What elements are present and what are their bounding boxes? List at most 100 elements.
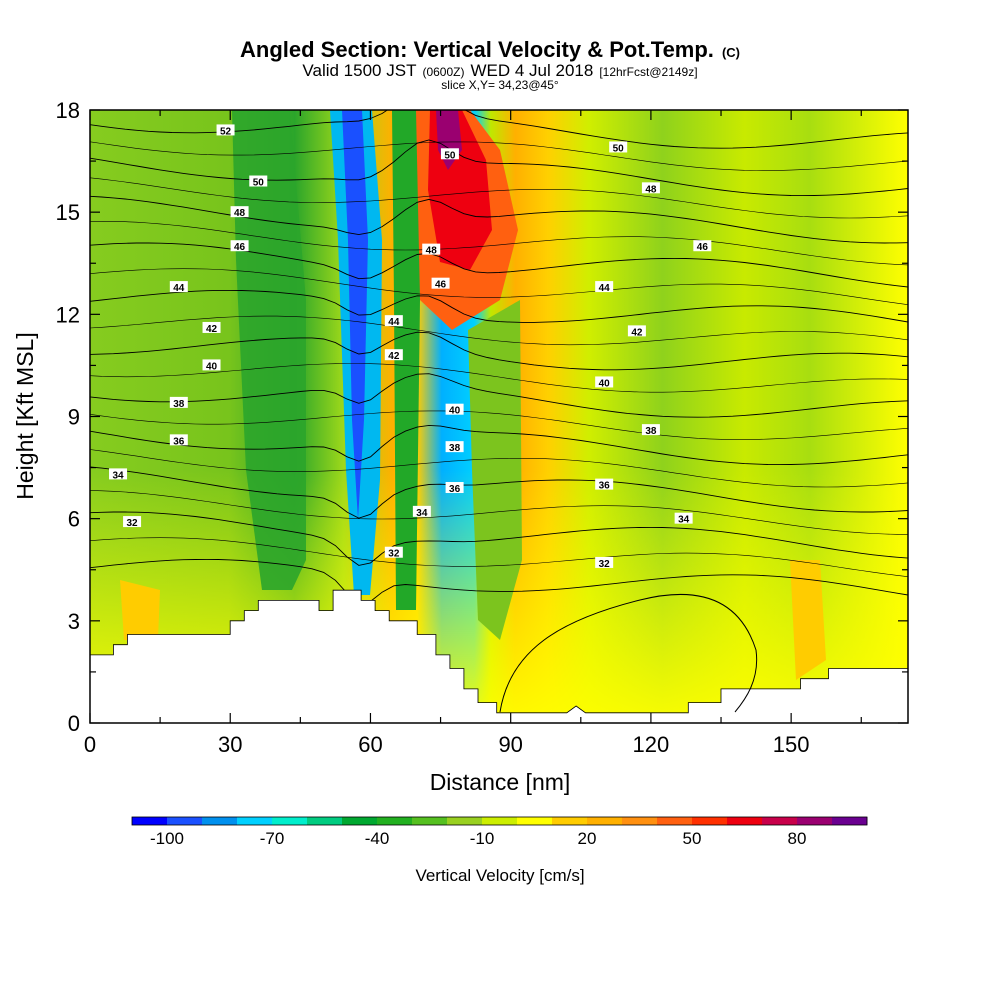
colorbar-swatch bbox=[272, 817, 308, 825]
slice-subtitle: slice X,Y= 34,23@45° bbox=[441, 78, 559, 92]
colorbar-tick-label: 80 bbox=[788, 829, 807, 848]
contour-label: 34 bbox=[109, 468, 128, 481]
contour-label: 42 bbox=[202, 321, 221, 335]
contour-label-text: 38 bbox=[173, 399, 185, 410]
contour-label-text: 32 bbox=[599, 559, 611, 570]
contour-label-text: 44 bbox=[173, 283, 185, 294]
colorbar-swatch bbox=[657, 817, 693, 825]
contour-label-bg bbox=[123, 516, 142, 528]
colorbar-tick-label: -70 bbox=[260, 829, 285, 848]
theta-contour-minor bbox=[90, 410, 908, 440]
contour-label-text: 38 bbox=[449, 443, 461, 454]
contour-label: 48 bbox=[641, 182, 660, 195]
contour-label-bg bbox=[693, 240, 712, 252]
contour-label: 36 bbox=[595, 478, 614, 492]
chart-title: Angled Section: Vertical Velocity & Pot.… bbox=[240, 37, 740, 62]
contour-label-bg bbox=[422, 243, 441, 255]
contour-label-text: 46 bbox=[435, 280, 447, 291]
contour-label-bg bbox=[595, 556, 614, 568]
colorbar-tick-label: 20 bbox=[578, 829, 597, 848]
contour-label-text: 40 bbox=[449, 406, 461, 417]
contour-label: 38 bbox=[445, 441, 464, 454]
theta-contour-minor bbox=[90, 268, 908, 305]
y-tick-label: 15 bbox=[56, 200, 80, 225]
contour-label: 38 bbox=[641, 424, 660, 437]
theta-contour-42 bbox=[90, 331, 908, 371]
contour-label-text: 52 bbox=[220, 126, 232, 137]
theta-contour-50 bbox=[90, 139, 908, 197]
contour-label-bg bbox=[384, 546, 403, 558]
theta-contour-44 bbox=[90, 289, 908, 323]
contour-label: 42 bbox=[384, 349, 403, 362]
y-tick-label: 9 bbox=[68, 405, 80, 430]
contour-label-text: 34 bbox=[416, 508, 428, 519]
contour-label-text: 38 bbox=[645, 426, 657, 437]
contour-label-bg bbox=[641, 182, 660, 194]
contour-label-text: 44 bbox=[388, 317, 400, 328]
contour-label-bg bbox=[249, 175, 268, 187]
theta-contour-38 bbox=[90, 424, 908, 466]
contour-label-text: 42 bbox=[388, 351, 400, 362]
updraft-patch-east bbox=[790, 560, 826, 680]
contour-label-text: 36 bbox=[449, 484, 461, 495]
contour-label: 46 bbox=[693, 240, 712, 253]
colorbar-swatch bbox=[692, 817, 728, 825]
contour-label-bg bbox=[609, 141, 628, 153]
contour-label-bg bbox=[202, 359, 221, 371]
theta-contour-36 bbox=[90, 466, 908, 519]
theta-contour-minor bbox=[90, 141, 908, 171]
colorbar-swatch bbox=[307, 817, 343, 825]
contour-label-bg bbox=[384, 349, 403, 361]
theta-contour-48 bbox=[90, 195, 908, 244]
contour-label-bg bbox=[384, 315, 403, 327]
colorbar-swatch bbox=[342, 817, 378, 825]
colorbar-swatch bbox=[412, 817, 448, 825]
theta-contour-32 bbox=[90, 558, 908, 604]
contour-label-bg bbox=[230, 240, 249, 252]
contour-label-text: 46 bbox=[697, 242, 709, 253]
contour-label-bg bbox=[445, 403, 464, 415]
theta-contour-40 bbox=[90, 373, 908, 418]
contour-label: 46 bbox=[431, 277, 450, 291]
downdraft-band-mid bbox=[392, 110, 420, 610]
x-tick-label: 150 bbox=[773, 732, 810, 757]
contour-label: 44 bbox=[169, 281, 188, 294]
contour-label-text: 50 bbox=[444, 150, 456, 161]
x-tick-label: 0 bbox=[84, 732, 96, 757]
contour-label-bg bbox=[595, 376, 614, 388]
plot-area: 52 50 48 46 44 42 40 38 36 34 32 50 48 46 44 42 40 38 36 34… bbox=[90, 110, 908, 723]
contour-label-bg bbox=[169, 434, 188, 446]
theta-contour-closed bbox=[499, 593, 758, 713]
theta-contour-46 bbox=[90, 242, 908, 288]
colorbar-swatch bbox=[622, 817, 658, 825]
terrain-mask bbox=[90, 589, 908, 723]
contour-label-bg bbox=[440, 148, 459, 160]
contour-label-bg bbox=[216, 124, 235, 136]
x-axis: 0 30 60 90 120 150 bbox=[84, 110, 862, 757]
colorbar: -100 -70 -40 -10 20 50 80 bbox=[131, 816, 868, 848]
contour-label: 34 bbox=[412, 505, 431, 519]
theta-contour-34 bbox=[90, 511, 908, 566]
colorbar-swatch bbox=[727, 817, 763, 825]
contour-label: 50 bbox=[249, 175, 268, 189]
contour-label: 34 bbox=[674, 512, 693, 526]
contour-label: 50 bbox=[609, 141, 628, 154]
contour-label-bg bbox=[627, 325, 646, 337]
contour-label: 38 bbox=[169, 396, 188, 410]
colorbar-tick-label: 50 bbox=[683, 829, 702, 848]
contour-label: 52 bbox=[216, 124, 235, 137]
contour-label: 48 bbox=[422, 243, 441, 257]
x-tick-label: 30 bbox=[218, 732, 242, 757]
y-tick-label: 18 bbox=[56, 98, 80, 123]
contour-label-bg bbox=[169, 396, 188, 408]
colorbar-tick-label: -10 bbox=[470, 829, 495, 848]
colorbar-swatch bbox=[167, 817, 203, 825]
colorbar-swatch bbox=[377, 817, 413, 825]
contour-label-bg bbox=[445, 441, 464, 453]
colorbar-swatch bbox=[762, 817, 798, 825]
contour-label-text: 48 bbox=[234, 208, 246, 219]
downdraft-core bbox=[342, 110, 368, 520]
valid-time-subtitle: Valid 1500 JST (0600Z) WED 4 Jul 2018 [12hr… bbox=[302, 61, 697, 80]
